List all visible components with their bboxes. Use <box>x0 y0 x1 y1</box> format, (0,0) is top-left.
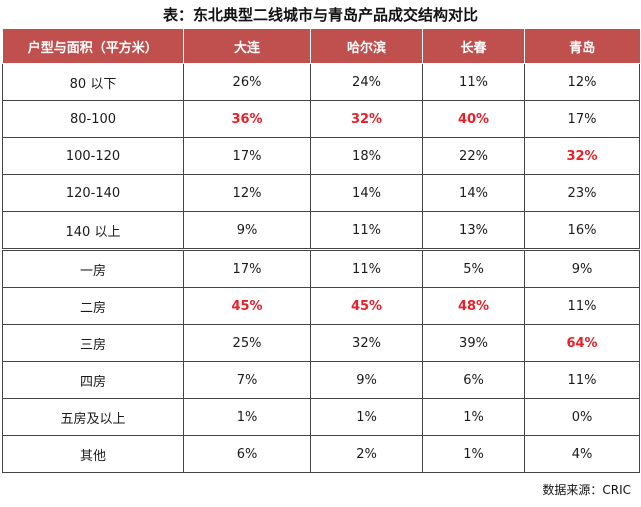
table-cell: 6% <box>422 361 525 399</box>
row-label: 四房 <box>2 361 184 399</box>
table-cell: 1% <box>183 398 311 436</box>
data-source: 数据来源：CRIC <box>542 483 631 497</box>
table-cell: 17% <box>524 100 640 138</box>
table-row: 二房 45% 45% 48% 11% <box>2 287 640 325</box>
table-cell: 9% <box>524 249 640 288</box>
row-label: 二房 <box>2 287 184 325</box>
table-cell: 26% <box>183 63 311 101</box>
table-cell: 11% <box>524 361 640 399</box>
row-label: 80-100 <box>2 100 184 138</box>
table-cell: 17% <box>183 249 311 288</box>
table-cell: 7% <box>183 361 311 399</box>
table-cell: 40% <box>422 100 525 138</box>
table-cell: 32% <box>524 137 640 175</box>
row-label: 三房 <box>2 324 184 362</box>
table-row: 80 以下 26% 24% 11% 12% <box>2 63 640 101</box>
table-cell: 36% <box>183 100 311 138</box>
table-cell: 12% <box>524 63 640 101</box>
table-cell: 39% <box>422 324 525 362</box>
table-cell: 9% <box>183 211 311 251</box>
table-cell: 64% <box>524 324 640 362</box>
table-row: 其他 6% 2% 1% 4% <box>2 435 640 473</box>
table-cell: 25% <box>183 324 311 362</box>
table-header-row: 户型与面积（平方米） 大连 哈尔滨 长春 青岛 <box>2 29 640 64</box>
table-cell: 13% <box>422 211 525 251</box>
table-cell: 1% <box>310 398 423 436</box>
table-body: 80 以下 26% 24% 11% 12% 80-100 36% 32% 40% 17% 100-1… <box>2 63 640 473</box>
table-cell: 6% <box>183 435 311 473</box>
table-cell: 45% <box>310 287 423 325</box>
row-label: 一房 <box>2 249 184 288</box>
table-row: 120-140 12% 14% 14% 23% <box>2 174 640 212</box>
table-cell: 16% <box>524 211 640 251</box>
row-label: 80 以下 <box>2 63 184 101</box>
table-row: 五房及以上 1% 1% 1% 0% <box>2 398 640 436</box>
row-label: 120-140 <box>2 174 184 212</box>
table-cell: 18% <box>310 137 423 175</box>
table-row: 100-120 17% 18% 22% 32% <box>2 137 640 175</box>
table-row: 四房 7% 9% 6% 11% <box>2 361 640 399</box>
table-cell: 1% <box>422 398 525 436</box>
comparison-table: 户型与面积（平方米） 大连 哈尔滨 长春 青岛 80 以下 26% 24% 11% 12… <box>2 29 640 473</box>
table-cell: 11% <box>422 63 525 101</box>
header-dalian: 大连 <box>183 29 311 64</box>
table-cell: 11% <box>524 287 640 325</box>
table-cell: 24% <box>310 63 423 101</box>
table-cell: 12% <box>183 174 311 212</box>
table-cell: 11% <box>310 249 423 288</box>
header-changchun: 长春 <box>422 29 525 64</box>
table-cell: 1% <box>422 435 525 473</box>
table-cell: 14% <box>310 174 423 212</box>
table-row: 三房 25% 32% 39% 64% <box>2 324 640 362</box>
table-cell: 23% <box>524 174 640 212</box>
table-cell: 45% <box>183 287 311 325</box>
table-row: 80-100 36% 32% 40% 17% <box>2 100 640 138</box>
table-cell: 32% <box>310 324 423 362</box>
table-cell: 4% <box>524 435 640 473</box>
table-cell: 9% <box>310 361 423 399</box>
header-size-type: 户型与面积（平方米） <box>2 29 184 64</box>
table-cell: 22% <box>422 137 525 175</box>
table-row: 140 以上 9% 11% 13% 16% <box>2 211 640 251</box>
row-label: 140 以上 <box>2 211 184 251</box>
table-cell: 14% <box>422 174 525 212</box>
table-cell: 48% <box>422 287 525 325</box>
row-label: 100-120 <box>2 137 184 175</box>
table-row: 一房 17% 11% 5% 9% <box>2 249 640 288</box>
header-harbin: 哈尔滨 <box>310 29 423 64</box>
table-title: 表：东北典型二线城市与青岛产品成交结构对比 <box>162 6 478 24</box>
row-label: 其他 <box>2 435 184 473</box>
header-qingdao: 青岛 <box>524 29 640 64</box>
table-cell: 5% <box>422 249 525 288</box>
table-cell: 2% <box>310 435 423 473</box>
row-label: 五房及以上 <box>2 398 184 436</box>
table-cell: 11% <box>310 211 423 251</box>
table-cell: 32% <box>310 100 423 138</box>
table-cell: 17% <box>183 137 311 175</box>
table-cell: 0% <box>524 398 640 436</box>
